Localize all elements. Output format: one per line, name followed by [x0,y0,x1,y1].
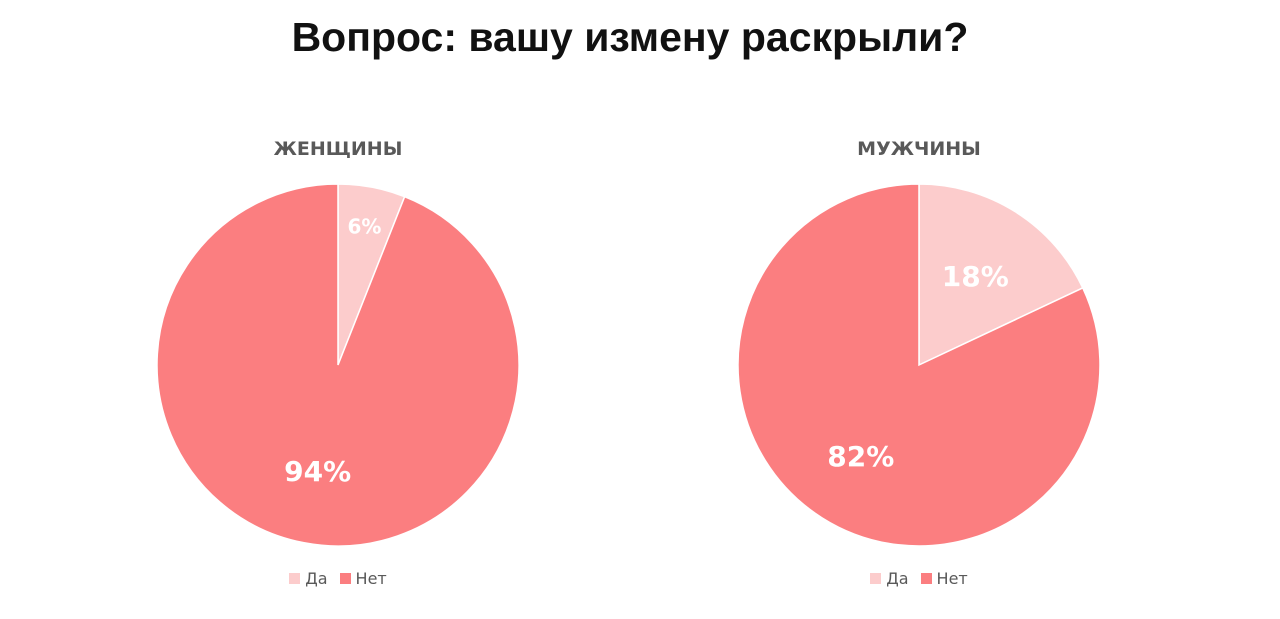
pie-chart-men: 18% 82% [737,183,1101,547]
legend-item-no: Нет [339,569,387,588]
legend-women: Да Нет [128,569,548,588]
legend-item-no: Нет [920,569,968,588]
chart-men: МУЖЧИНЫ 18% 82% Да Нет [709,128,1129,608]
pie-slice-yes [918,183,1084,367]
page-title: Вопрос: вашу измену раскрыли? [291,14,969,60]
chart-women: ЖЕНЩИНЫ 6% 94% Да Нет [128,128,548,608]
chart-title-men: МУЖЧИНЫ [857,138,981,160]
legend-item-yes: Да [870,569,909,588]
data-label-no: 94% [284,455,351,488]
legend-swatch-no [339,573,351,584]
legend-men: Да Нет [709,569,1129,588]
legend-label-yes: Да [886,569,909,588]
data-label-yes: 18% [942,260,1009,293]
legend-label-yes: Да [305,569,328,588]
data-label-no: 82% [827,440,894,473]
pie-slice-no [737,183,1101,547]
pie-slice-no [156,183,520,547]
legend-swatch-yes [870,573,882,584]
legend-swatch-yes [289,573,301,584]
legend-item-yes: Да [289,569,328,588]
chart-title-women: ЖЕНЩИНЫ [273,138,403,160]
legend-label-no: Нет [936,569,968,588]
data-label-yes: 6% [347,214,381,238]
pie-chart-women: 6% 94% [156,183,520,547]
legend-swatch-no [920,573,932,584]
legend-label-no: Нет [355,569,387,588]
